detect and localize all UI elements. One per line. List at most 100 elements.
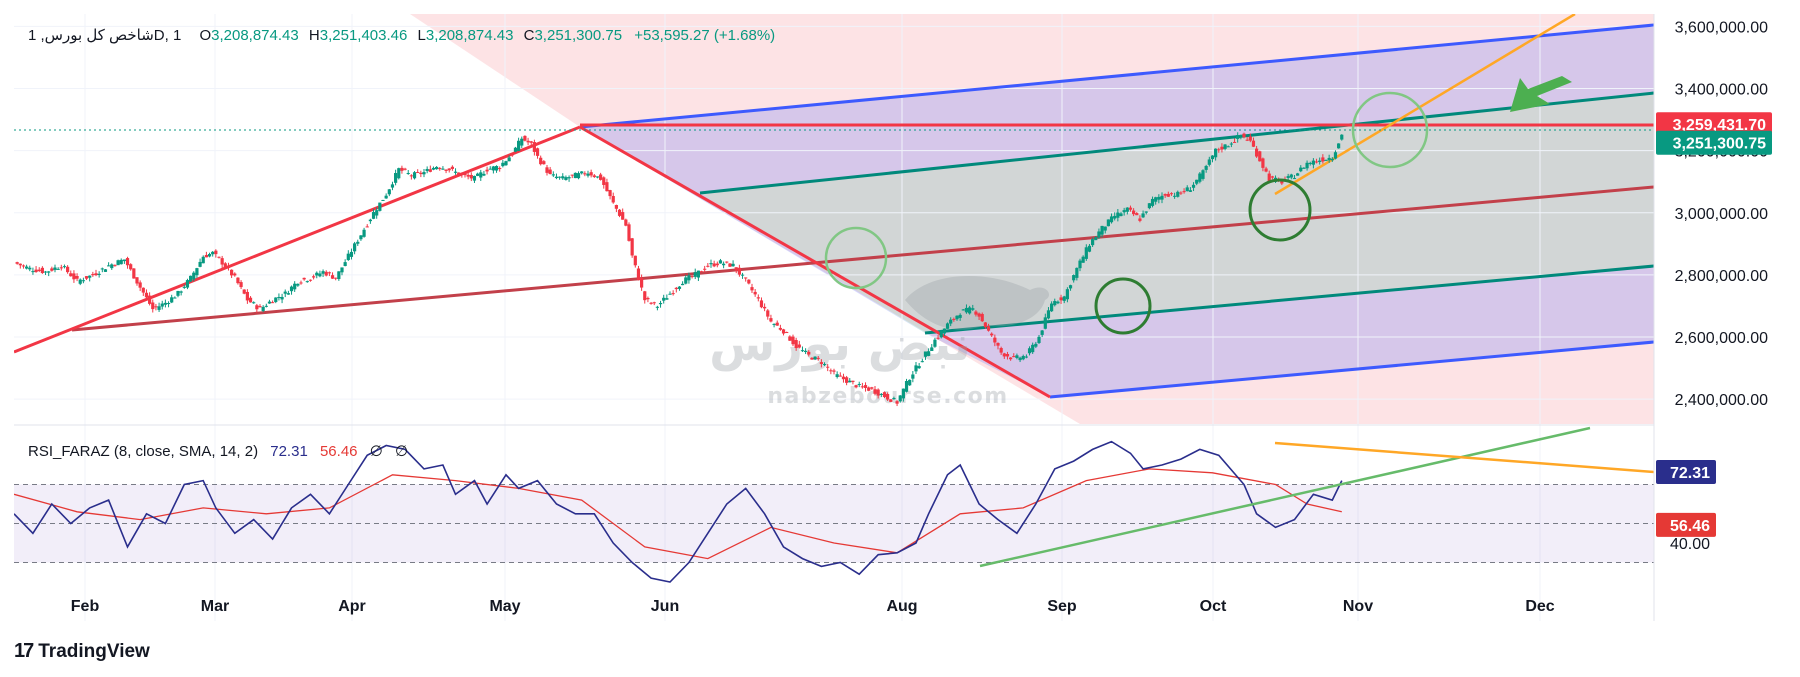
candle	[892, 396, 896, 400]
candle	[1119, 211, 1123, 217]
candle	[1311, 158, 1315, 169]
close-value: 3,251,300.75	[534, 27, 623, 44]
candle	[447, 168, 451, 173]
candle	[706, 263, 710, 268]
candle	[438, 167, 442, 171]
candle	[43, 270, 48, 276]
candle	[845, 375, 849, 386]
candle	[709, 259, 713, 268]
drawing-fills	[410, 14, 1654, 424]
candle	[589, 169, 593, 178]
candle	[655, 305, 659, 311]
circle-marker	[1248, 178, 1312, 242]
candle	[1330, 157, 1334, 162]
candle	[539, 155, 543, 166]
candle	[1163, 193, 1167, 198]
candle	[854, 384, 858, 389]
candle	[532, 139, 536, 156]
candle	[605, 178, 609, 192]
candle	[1154, 196, 1158, 205]
pitchfork-lower-line	[1049, 340, 1654, 399]
candle	[901, 388, 905, 402]
candle	[1040, 330, 1044, 338]
symbol-name[interactable]: شاخص کل بورس, 1D, 1	[28, 27, 182, 44]
candle	[1002, 352, 1006, 359]
candle	[236, 277, 240, 285]
candle	[1015, 353, 1019, 360]
candle	[554, 173, 559, 180]
price-tick-label: 2,400,000.00	[1675, 392, 1769, 409]
candle	[570, 174, 574, 179]
candle	[703, 265, 707, 273]
candle	[529, 140, 533, 146]
candle	[617, 209, 622, 218]
candle	[1050, 301, 1054, 312]
candle	[1340, 134, 1344, 141]
candle	[583, 171, 587, 177]
rsi-header: RSI_FARAZ (8, close, SMA, 14, 2) 72.31 5…	[28, 442, 408, 460]
candle	[838, 372, 842, 377]
candle	[1289, 173, 1293, 180]
candle	[980, 312, 984, 323]
candle	[157, 302, 161, 312]
candle	[778, 324, 782, 331]
candle	[25, 264, 29, 270]
candle	[750, 283, 754, 294]
time-axis[interactable]: Feb Mar Apr May Jun Aug Sep Oct Nov Dec	[71, 598, 1555, 615]
candle	[1264, 166, 1268, 173]
candle	[863, 382, 868, 392]
candle	[75, 273, 79, 282]
pitchfork-lower-zone	[580, 127, 1654, 397]
candle	[141, 287, 145, 296]
candle	[996, 342, 1000, 350]
candle	[734, 267, 738, 274]
candle	[592, 173, 596, 178]
candle	[1242, 132, 1246, 139]
fan-red-zone	[410, 14, 1654, 424]
candle	[233, 272, 237, 277]
candle	[375, 207, 379, 219]
candle	[504, 160, 508, 166]
candle	[1125, 207, 1129, 215]
candle	[400, 165, 404, 174]
candle	[390, 181, 395, 191]
candle	[759, 297, 764, 309]
tradingview-logo[interactable]: 17 TradingView	[14, 640, 150, 663]
candle	[1214, 148, 1218, 161]
candle	[1132, 208, 1136, 217]
rsi-value-label: 72.31	[1656, 459, 1716, 484]
candle	[312, 274, 316, 280]
candle	[466, 171, 470, 180]
candle	[725, 261, 729, 264]
candle	[1046, 307, 1051, 320]
candle	[356, 239, 360, 246]
candle	[1245, 137, 1249, 142]
candle	[69, 270, 73, 277]
candle	[387, 188, 391, 197]
candle	[904, 378, 909, 393]
candle	[1147, 203, 1151, 210]
candle	[198, 258, 202, 268]
candle	[769, 314, 773, 323]
candle	[1173, 192, 1177, 199]
candle	[1229, 142, 1233, 148]
candle	[829, 368, 833, 375]
candle	[608, 189, 612, 200]
candle	[1138, 215, 1142, 223]
candle	[343, 259, 347, 267]
candle	[961, 309, 965, 311]
rsi-ma-value-label: 56.46	[1656, 512, 1716, 537]
candle	[1160, 192, 1164, 204]
candle	[551, 171, 555, 178]
rsi-indicator-name[interactable]: RSI_FARAZ (8, close, SMA, 14, 2)	[28, 443, 259, 460]
candle	[289, 285, 294, 295]
price-axis[interactable]: 2,400,000.00 2,600,000.00 2,800,000.00 3,00…	[1656, 19, 1772, 409]
candle	[1169, 192, 1174, 196]
candle	[151, 299, 155, 313]
candle	[378, 202, 382, 212]
candle	[154, 303, 158, 311]
orange-trend-line	[1274, 14, 1576, 196]
candle	[826, 364, 830, 372]
